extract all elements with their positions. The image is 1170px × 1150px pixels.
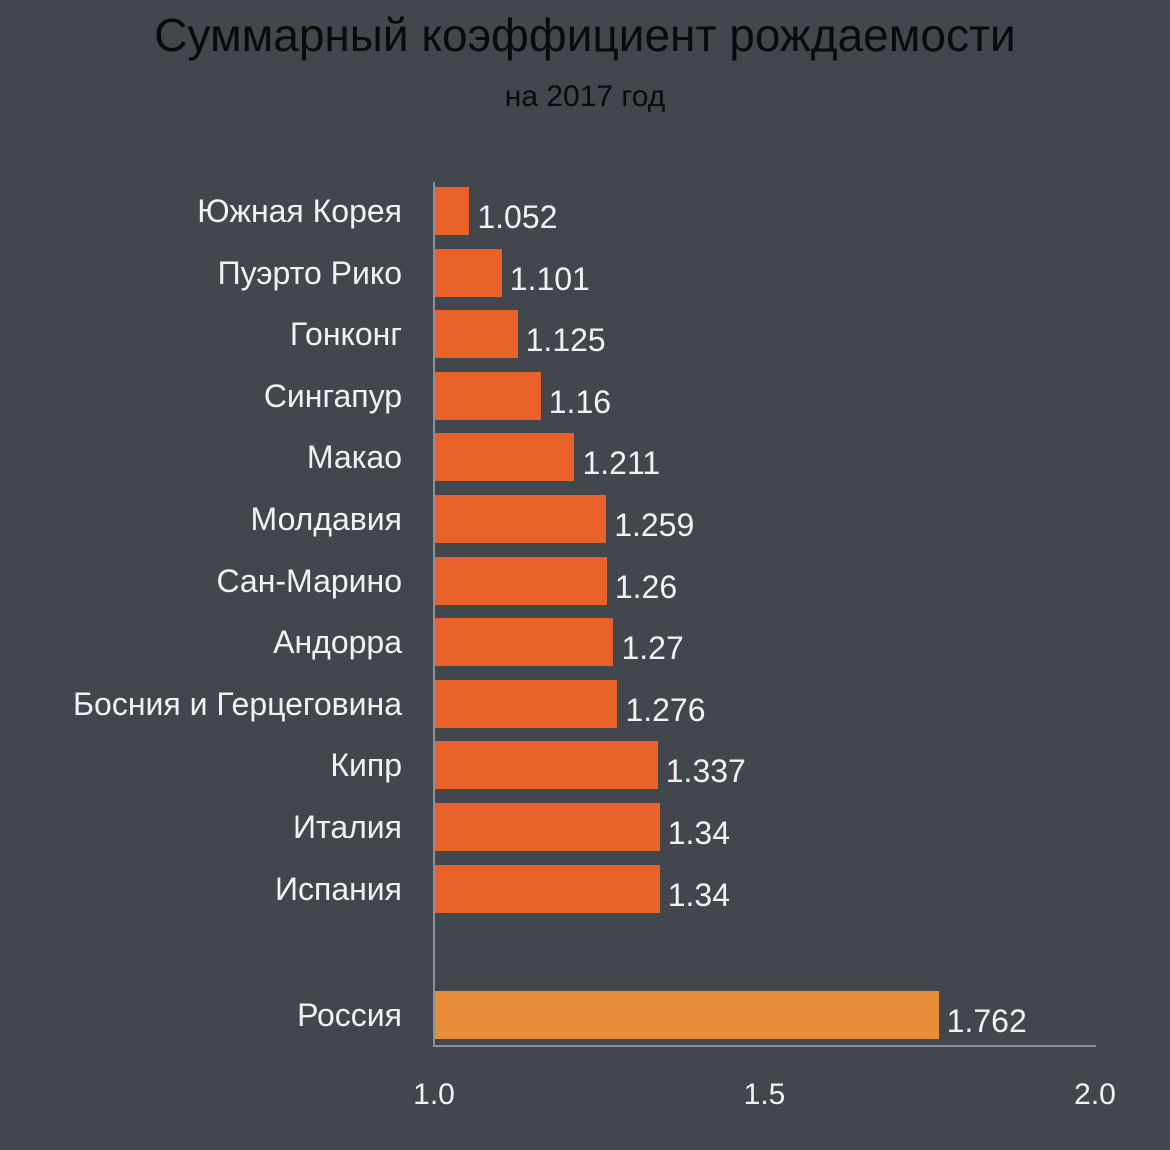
value-label: 1.34 [667,815,731,851]
value-label: 1.762 [946,1003,1027,1039]
value-label: 1.337 [665,753,746,790]
y-axis-line [433,182,435,1047]
category-label: Пуэрто Рико [217,254,402,291]
category-label: Андорра [273,624,402,661]
category-label: Испания [275,870,402,907]
chart-subtitle: на 2017 год [504,80,666,113]
bar [435,495,607,543]
chart-title: Суммарный коэффициент рождаемости [154,9,1016,61]
value-label: 1.259 [614,507,695,543]
category-label: Южная Корея [197,193,402,229]
value-label: 1.125 [525,322,606,359]
x-tick-label: 1.5 [743,1078,786,1111]
bar [435,618,614,667]
bar [435,864,660,913]
value-label: 1.276 [625,691,706,728]
value-label: 1.101 [509,260,590,297]
bar [435,248,502,297]
bar [435,803,660,851]
value-label: 1.211 [582,445,661,482]
value-label: 1.052 [477,199,558,235]
bar [435,556,607,605]
value-label: 1.26 [614,568,678,605]
x-tick-label: 1.0 [413,1078,455,1111]
category-label: Сингапур [263,377,402,414]
value-label: 1.34 [667,876,731,913]
category-label: Россия [297,997,402,1033]
value-label: 1.16 [548,383,612,420]
category-label: Макао [306,439,402,476]
x-tick-label: 2.0 [1074,1078,1116,1111]
bar [435,741,658,790]
bar [435,371,541,420]
value-label: 1.27 [621,630,684,667]
category-label: Босния и Герцеговина [73,685,402,722]
x-axis-line [433,1045,1096,1047]
bar [435,679,618,728]
highlighted-bar [435,991,939,1039]
category-label: Кипр [330,747,402,784]
category-label: Сан-Марино [216,562,402,599]
category-label: Гонконг [289,316,402,353]
bar [435,433,575,482]
bar [435,310,518,359]
category-label: Молдавия [250,501,402,537]
category-label: Италия [293,809,402,845]
bar [435,187,470,235]
